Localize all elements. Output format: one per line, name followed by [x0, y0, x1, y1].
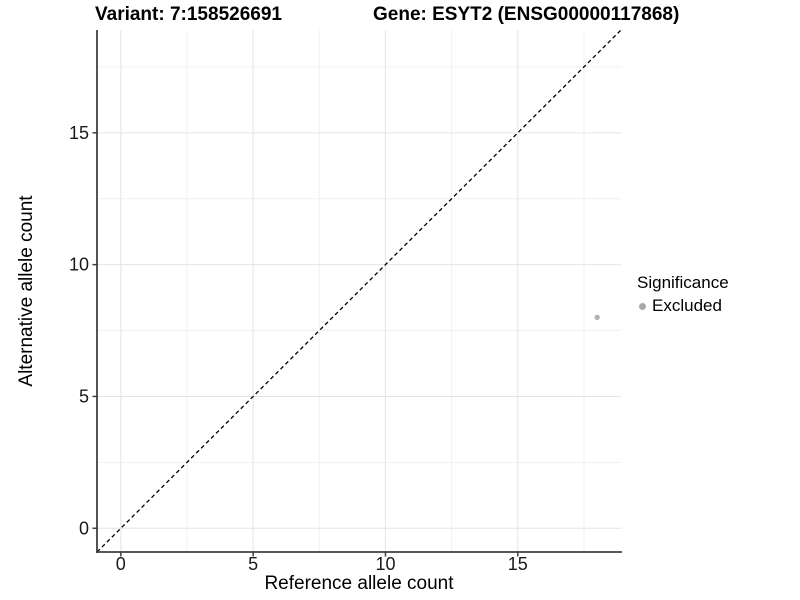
y-tick-label: 10: [69, 255, 89, 275]
legend-point-icon: [639, 302, 646, 310]
y-tick-label: 5: [79, 386, 89, 406]
legend-item: Excluded: [637, 296, 729, 316]
x-axis-title: Reference allele count: [264, 573, 454, 594]
data-point: [594, 314, 600, 320]
plot-title-gene: Gene: ESYT2 (ENSG00000117868): [373, 4, 680, 25]
legend: Significance Excluded: [637, 273, 729, 316]
x-tick-label: 10: [375, 554, 395, 574]
legend-item-label: Excluded: [652, 296, 722, 315]
y-axis-title: Alternative allele count: [16, 195, 37, 387]
plot-title-variant: Variant: 7:158526691: [95, 4, 282, 25]
y-tick-label: 0: [79, 518, 89, 538]
y-tick-label: 15: [69, 123, 89, 143]
x-tick-label: 5: [248, 554, 258, 574]
x-tick-label: 15: [508, 554, 528, 574]
x-tick-label: 0: [116, 554, 126, 574]
identity-line: [96, 29, 622, 553]
legend-items: Excluded: [637, 296, 729, 316]
legend-title: Significance: [637, 273, 729, 292]
